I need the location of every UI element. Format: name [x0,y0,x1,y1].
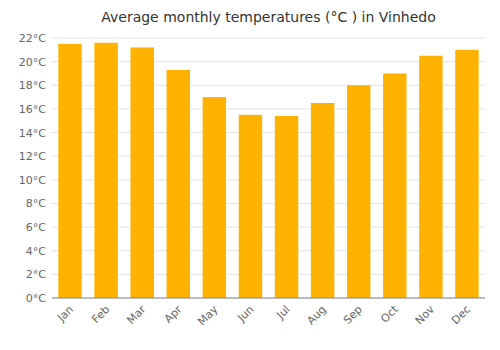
y-tick-label: 20°C [19,56,46,69]
x-tick-label: May [195,303,221,329]
x-tick-label: Aug [304,303,328,327]
bar [239,115,262,298]
y-tick-label: 14°C [19,127,46,140]
y-tick-label: 22°C [19,32,46,45]
x-axis: Jan Feb Mar Apr May Jun Jul Aug Sep Oct Nov Dec [52,298,485,328]
bar [419,56,442,298]
bar [203,97,226,298]
grid [52,38,485,298]
x-tick-label: Feb [89,303,112,326]
grid-line [52,298,485,299]
bar [167,70,190,298]
bar [455,50,478,298]
y-axis: 0°C 2°C 4°C 6°C 8°C 10°C 12°C 14°C 16°C 18°C 20°C 2… [19,32,46,305]
x-tick-label: Dec [449,303,473,327]
bar [311,103,334,298]
bar [383,73,406,298]
x-axis-line [52,298,485,299]
bar [130,47,153,298]
x-tick-label: Jan [54,303,76,325]
y-tick-label: 6°C [26,221,46,234]
x-tick-label: Apr [162,303,185,326]
y-tick-label: 10°C [19,174,46,187]
x-tick-label: Mar [124,303,148,327]
x-tick-label: Oct [378,302,401,325]
y-tick-label: 16°C [19,103,46,116]
grid-line [52,38,485,39]
bar [58,44,81,298]
x-tick-label: Nov [413,303,438,328]
x-tick-label: Jun [235,303,257,325]
bars [58,43,478,298]
bar [94,43,117,298]
title: Average monthly temperatures (°C ) in Vi… [101,9,436,25]
bar [275,116,298,298]
y-tick-label: 4°C [26,245,46,258]
y-tick-label: 18°C [19,79,46,92]
y-tick-label: 2°C [26,268,46,281]
y-tick-label: 0°C [26,292,46,305]
chart: Average monthly temperatures (°C ) in Vi… [0,0,500,350]
y-tick-label: 8°C [26,197,46,210]
x-tick-label: Sep [341,303,365,327]
x-tick-label: Jul [273,303,292,322]
y-tick-label: 12°C [19,150,46,163]
bar [347,85,370,298]
